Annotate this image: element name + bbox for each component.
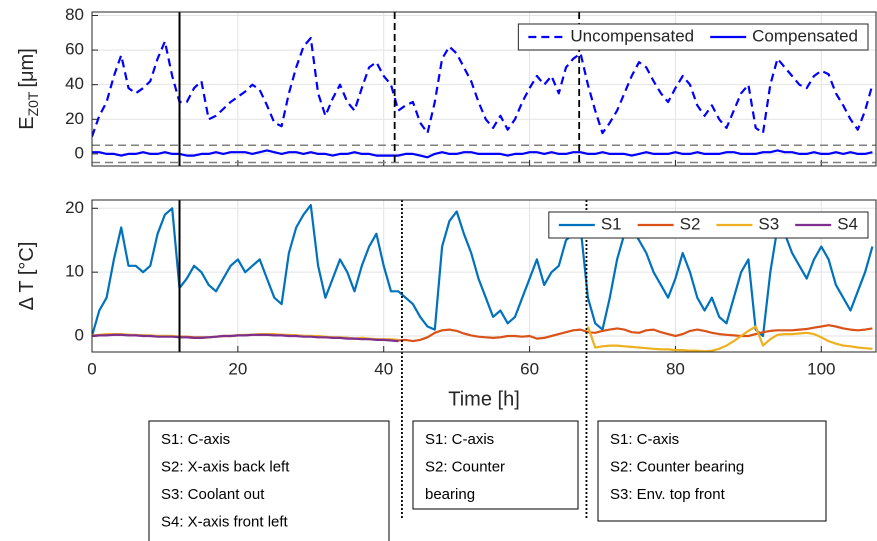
note-box — [412, 420, 579, 510]
y-tick-label: 60 — [65, 40, 84, 59]
note-text: S1: C-axis — [161, 431, 230, 448]
y-axis-label: Δ T [°C] — [16, 242, 38, 311]
x-tick-label: 60 — [520, 359, 539, 378]
legend-label: S1 — [601, 214, 622, 233]
y-tick-label: 40 — [65, 74, 84, 93]
y-tick-label: 80 — [65, 5, 84, 24]
x-axis-label: Time [h] — [448, 388, 520, 410]
x-tick-label: 20 — [228, 359, 247, 378]
series-line — [92, 149, 873, 159]
note-text: S2: Counter bearing — [610, 458, 744, 475]
axes-box — [91, 11, 877, 167]
y-tick-label: 10 — [65, 262, 84, 281]
x-tick-label: 100 — [807, 359, 835, 378]
x-tick-label: 80 — [666, 359, 685, 378]
note-text: S1: C-axis — [610, 431, 679, 448]
legend-label: S4 — [837, 214, 858, 233]
x-tick-label: 40 — [374, 359, 393, 378]
note-text: S2: X-axis back left — [161, 458, 290, 475]
y-label-main: E — [16, 116, 38, 129]
y-label-sub: Z0T — [25, 91, 41, 116]
y-tick-label: 0 — [75, 143, 84, 162]
x-tick-label: 0 — [87, 359, 96, 378]
note-box — [148, 420, 390, 541]
y-label-main: Δ T [°C] — [16, 242, 38, 311]
note-text: bearing — [425, 486, 475, 503]
legend-label: S2 — [680, 214, 701, 233]
y-tick-label: 20 — [65, 198, 84, 217]
note-text: S2: Counter — [425, 458, 505, 475]
legend-label: Compensated — [752, 26, 858, 45]
series-line — [92, 333, 399, 343]
note-text: S1: C-axis — [425, 431, 494, 448]
legend-box — [517, 23, 869, 51]
series-line — [92, 204, 874, 338]
series-line — [92, 36, 874, 137]
note-text: S4: X-axis front left — [161, 513, 289, 530]
legend: Uncompensated Compensated — [517, 23, 869, 51]
legend: S1 S2 S3 S4 — [548, 211, 869, 239]
y-tick-label: 0 — [75, 326, 84, 345]
y-tick-label: 20 — [65, 109, 84, 128]
note-text: S3: Coolant out — [161, 486, 265, 503]
note-box — [597, 420, 827, 522]
plot-lines — [92, 36, 874, 159]
plot-lines — [92, 204, 874, 352]
y-axis-label: EZ0T [μm] — [16, 48, 40, 130]
note-text: S3: Env. top front — [610, 486, 726, 503]
y-label-unit: [μm] — [16, 48, 38, 87]
axes-box — [91, 199, 877, 353]
legend-label: Uncompensated — [570, 26, 694, 45]
legend-label: S3 — [758, 214, 779, 233]
